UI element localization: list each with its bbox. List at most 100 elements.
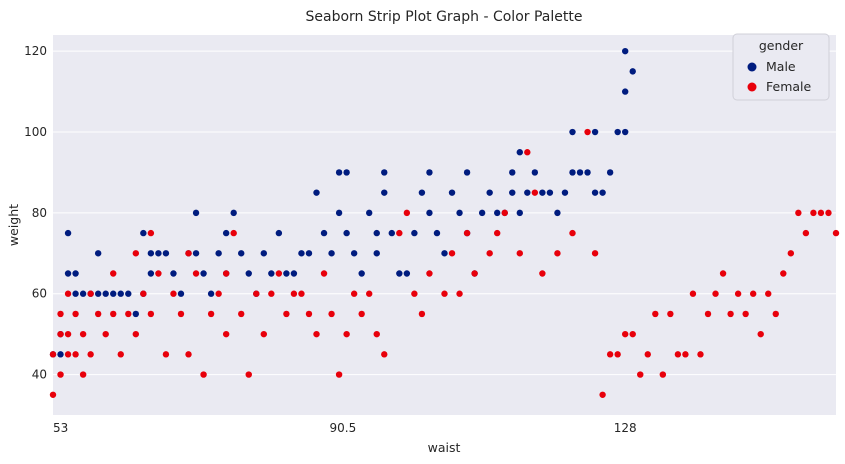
point-female — [516, 250, 523, 257]
point-female — [418, 310, 426, 318]
point-male — [215, 250, 222, 257]
legend-box — [732, 33, 830, 101]
point-male — [591, 128, 599, 136]
point-male — [396, 270, 403, 277]
legend-marker-female — [747, 82, 757, 92]
point-female — [832, 229, 840, 237]
point-male — [207, 290, 215, 297]
point-male — [546, 189, 554, 196]
y-tick-label: 80 — [32, 206, 47, 220]
point-female — [554, 250, 561, 257]
point-female — [110, 270, 117, 277]
point-female — [817, 209, 825, 217]
point-male — [335, 209, 343, 217]
point-female — [795, 209, 802, 217]
point-female — [72, 351, 79, 358]
point-male — [110, 290, 117, 297]
point-male — [162, 250, 170, 257]
point-male — [614, 128, 621, 136]
y-tick-label: 120 — [24, 44, 47, 58]
point-male — [403, 270, 411, 277]
point-male — [494, 209, 501, 217]
point-female — [765, 290, 772, 297]
point-female — [825, 209, 832, 217]
point-male — [147, 270, 155, 277]
y-tick-labels: 40 60 80 100 120 — [24, 44, 47, 381]
point-female — [94, 310, 102, 318]
point-male — [373, 229, 380, 237]
point-female — [652, 310, 659, 318]
x-tick-label: 90.5 — [330, 421, 357, 435]
point-male — [320, 229, 328, 237]
point-male — [305, 250, 313, 257]
point-male — [629, 68, 636, 75]
point-female — [290, 290, 298, 297]
point-female — [140, 290, 147, 297]
point-female — [772, 310, 779, 318]
point-male — [569, 128, 576, 136]
point-female — [192, 270, 200, 277]
point-female — [689, 290, 697, 297]
point-female — [207, 310, 215, 318]
point-male — [132, 310, 140, 318]
point-female — [734, 290, 742, 297]
point-female — [366, 290, 373, 297]
point-male — [478, 209, 486, 217]
point-male — [411, 229, 418, 237]
point-female — [614, 351, 621, 358]
legend: gender Male Female — [732, 33, 830, 101]
point-female — [200, 371, 207, 378]
point-male — [177, 290, 185, 297]
point-female — [584, 128, 591, 136]
point-male — [64, 229, 72, 237]
point-male — [561, 189, 569, 196]
point-female — [230, 229, 237, 237]
point-male — [343, 169, 350, 176]
point-female — [712, 290, 719, 297]
plot-area — [53, 35, 836, 415]
point-female — [780, 270, 787, 277]
point-female — [358, 310, 365, 318]
point-female — [591, 250, 599, 257]
point-female — [245, 371, 252, 378]
point-female — [343, 330, 350, 338]
point-female — [298, 290, 305, 297]
x-axis-label: waist — [428, 440, 461, 455]
point-male — [147, 250, 155, 257]
point-female — [501, 209, 508, 217]
point-male — [192, 209, 200, 217]
point-male — [621, 128, 629, 136]
point-female — [719, 270, 727, 277]
point-male — [298, 250, 305, 257]
point-female — [64, 290, 72, 297]
point-female — [155, 270, 162, 277]
point-female — [253, 290, 260, 297]
point-male — [621, 88, 629, 95]
point-female — [524, 149, 531, 156]
point-male — [222, 229, 230, 237]
y-tick-label: 100 — [24, 125, 47, 139]
point-male — [328, 250, 335, 257]
point-female — [539, 270, 546, 277]
point-female — [162, 351, 170, 358]
point-female — [87, 290, 94, 297]
point-female — [396, 229, 403, 237]
point-female — [87, 351, 94, 358]
point-female — [305, 310, 313, 318]
point-male — [418, 189, 426, 196]
point-female — [471, 270, 478, 277]
point-female — [448, 250, 456, 257]
point-male — [584, 169, 591, 176]
point-female — [170, 290, 177, 297]
point-female — [72, 310, 79, 318]
x-tick-label: 128 — [614, 421, 637, 435]
point-female — [629, 330, 636, 338]
point-female — [411, 290, 418, 297]
point-male — [72, 290, 79, 297]
point-female — [283, 310, 290, 318]
point-male — [516, 209, 523, 217]
point-female — [177, 310, 185, 318]
point-female — [426, 270, 433, 277]
point-male — [192, 250, 200, 257]
